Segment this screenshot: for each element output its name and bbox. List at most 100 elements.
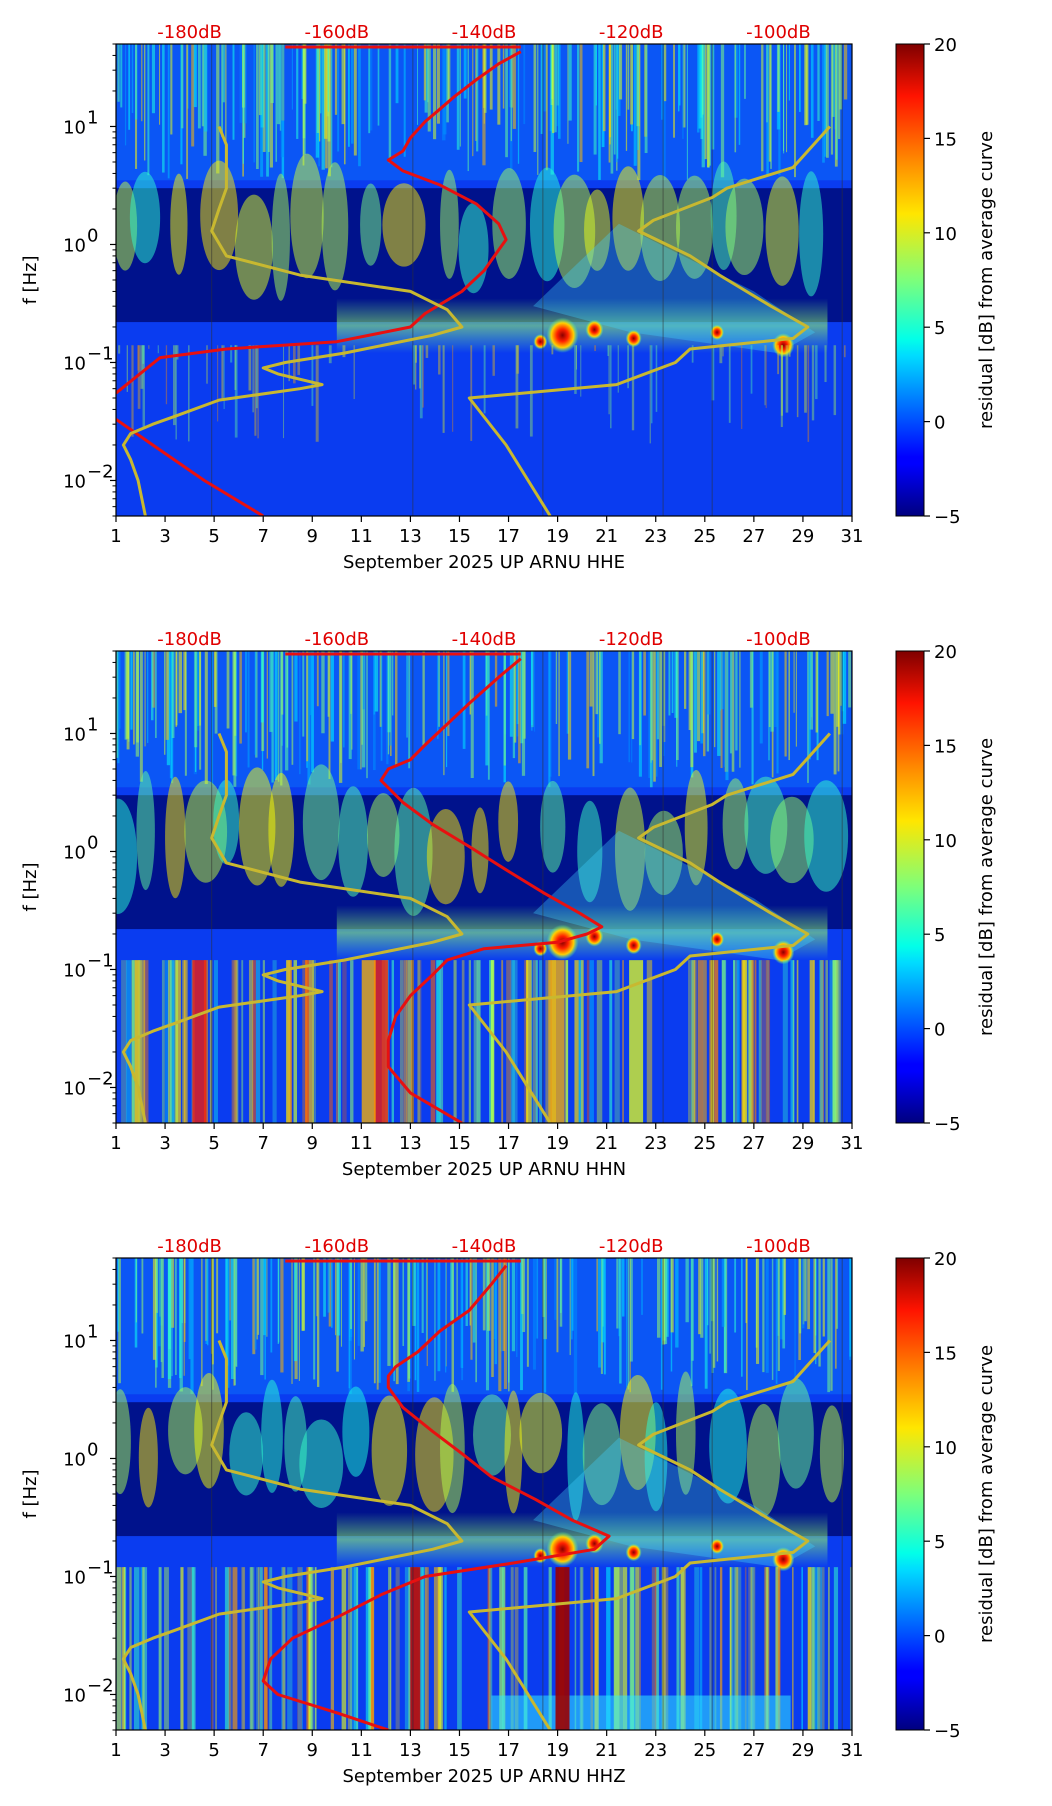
x-tick-label: 31 [841,1133,864,1154]
colorbar-label: residual [dB] from average curve [976,1345,997,1643]
top-db-tick-label: -100dB [746,22,811,43]
top-db-tick-label: -160dB [304,22,369,43]
series-line-2 [121,125,464,516]
y-tick-exponent: 1 [87,714,98,735]
y-tick-label: 10 [63,1685,86,1706]
y-tick-label: 10 [63,471,86,492]
top-db-tick-label: -160dB [304,629,369,650]
x-tick-label: 1 [110,526,121,547]
x-tick-label: 19 [546,526,569,547]
x-tick-label: 7 [257,1133,268,1154]
y-tick-exponent: −1 [87,343,114,364]
colorbar-tick-label: 0 [934,413,945,434]
top-db-tick-label: -140dB [452,629,517,650]
x-tick-label: 11 [350,1133,373,1154]
top-db-tick-label: -120dB [599,629,664,650]
top-db-tick-label: -140dB [452,22,517,43]
y-tick-exponent: 0 [87,1439,98,1460]
colorbar-tick-label: 0 [934,1627,945,1648]
y-tick-exponent: −2 [87,461,114,482]
x-tick-label: 15 [448,526,471,547]
colorbar-tick-label: 15 [934,736,957,757]
x-tick-label: 29 [791,526,814,547]
series-line-0 [116,50,522,395]
series-line-2 [467,732,832,1123]
x-tick-label: 21 [595,1133,618,1154]
y-tick-label: 10 [63,960,86,981]
x-tick-label: 17 [497,1133,520,1154]
x-tick-label: 23 [644,1133,667,1154]
x-tick-label: 21 [595,526,618,547]
x-tick-label: 7 [257,526,268,547]
y-tick-label: 10 [63,117,86,138]
x-tick-label: 9 [307,526,318,547]
colorbar-tick-label: 5 [934,318,945,339]
top-db-tick-label: -140dB [452,1236,517,1257]
x-tick-label: 3 [159,526,170,547]
x-tick-label: 21 [595,1740,618,1761]
x-tick-label: 27 [742,1740,765,1761]
colorbar-tick-label: 10 [934,224,957,245]
colorbar [895,1257,925,1731]
colorbar-tick-label: −5 [934,1114,961,1135]
colorbar-tick-label: 20 [934,35,957,56]
top-db-tick-label: -100dB [746,1236,811,1257]
y-tick-label: 10 [63,1078,86,1099]
colorbar-tick-label: 15 [934,129,957,150]
y-tick-label: 10 [63,353,86,374]
y-tick-exponent: −2 [87,1675,114,1696]
y-tick-exponent: 0 [87,225,98,246]
colorbar [895,650,925,1124]
y-tick-label: 10 [63,235,86,256]
x-tick-label: 9 [307,1740,318,1761]
spectrogram-image [116,1258,852,1730]
x-tick-label: 27 [742,526,765,547]
x-axis-label: September 2025 UP ARNU HHE [343,552,625,573]
y-tick-exponent: 0 [87,832,98,853]
top-db-tick-label: -160dB [304,1236,369,1257]
series-line-2 [467,1339,832,1730]
x-axis-label: September 2025 UP ARNU HHN [342,1159,626,1180]
x-tick-label: 13 [399,1133,422,1154]
x-tick-label: 7 [257,1740,268,1761]
colorbar-tick-label: 20 [934,1249,957,1270]
colorbar-tick-label: 10 [934,831,957,852]
x-tick-label: 13 [399,1740,422,1761]
colorbar-label: residual [dB] from average curve [976,738,997,1036]
x-tick-label: 25 [693,1133,716,1154]
x-tick-label: 23 [644,526,667,547]
colorbar-tick-label: 5 [934,925,945,946]
top-db-tick-label: -180dB [157,1236,222,1257]
x-tick-label: 11 [350,1740,373,1761]
x-tick-label: 15 [448,1740,471,1761]
colorbar [895,43,925,517]
y-tick-exponent: −1 [87,1557,114,1578]
y-tick-label: 10 [63,1331,86,1352]
x-tick-label: 19 [546,1740,569,1761]
x-axis-label: September 2025 UP ARNU HHZ [342,1766,625,1787]
y-tick-exponent: 1 [87,107,98,128]
x-tick-label: 31 [841,1740,864,1761]
y-tick-exponent: −2 [87,1068,114,1089]
top-db-tick-label: -100dB [746,629,811,650]
series-line-1 [121,1339,464,1730]
top-db-tick-label: -120dB [599,22,664,43]
x-tick-label: 11 [350,526,373,547]
top-db-tick-label: -180dB [157,629,222,650]
x-tick-label: 13 [399,526,422,547]
y-tick-exponent: 1 [87,1321,98,1342]
series-line-1 [121,732,464,1123]
colorbar-tick-label: −5 [934,1721,961,1742]
colorbar-tick-label: 15 [934,1343,957,1364]
x-tick-label: 29 [791,1133,814,1154]
x-tick-label: 23 [644,1740,667,1761]
x-tick-label: 19 [546,1133,569,1154]
x-tick-label: 5 [208,526,219,547]
colorbar-tick-label: 20 [934,642,957,663]
colorbar-tick-label: 10 [934,1438,957,1459]
spectrogram-image [116,651,852,1123]
